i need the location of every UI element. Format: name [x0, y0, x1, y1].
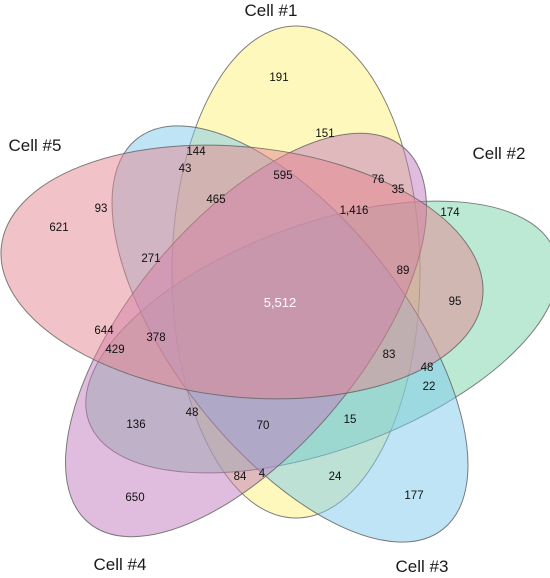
region-label: 84 — [234, 471, 247, 483]
region-label: 43 — [179, 163, 192, 175]
set-label-cell-1: Cell #1 — [245, 1, 298, 20]
region-label: 378 — [146, 332, 165, 344]
region-label: 93 — [95, 203, 108, 215]
region-label: 174 — [440, 207, 460, 219]
region-label: 4 — [259, 468, 266, 480]
set-label-cell-5: Cell #5 — [9, 136, 62, 155]
region-label: 48 — [186, 407, 199, 419]
region-label: 24 — [329, 471, 342, 483]
region-label: 95 — [449, 296, 462, 308]
region-label: 465 — [206, 194, 225, 206]
set-label-cell-3: Cell #3 — [396, 557, 449, 576]
set-ellipse-cell-5 — [0, 144, 484, 400]
region-label: 271 — [141, 253, 160, 265]
region-label: 644 — [94, 325, 114, 337]
region-label: 429 — [105, 344, 124, 356]
region-label: 15 — [344, 414, 357, 426]
region-label: 83 — [383, 349, 396, 361]
region-label: 1,416 — [340, 205, 369, 217]
region-label: 191 — [269, 72, 288, 84]
region-label: 76 — [372, 174, 385, 186]
region-label: 595 — [273, 170, 292, 182]
region-label: 35 — [392, 184, 405, 196]
region-label: 177 — [404, 490, 423, 502]
set-label-cell-2: Cell #2 — [473, 144, 526, 163]
region-label: 151 — [315, 128, 334, 140]
region-label: 136 — [126, 419, 145, 431]
region-label: 48 — [421, 362, 434, 374]
set-label-cell-4: Cell #4 — [94, 555, 147, 574]
region-label: 22 — [423, 381, 436, 393]
region-label: 70 — [257, 420, 270, 432]
region-label: 5,512 — [264, 295, 297, 310]
region-label: 89 — [397, 265, 410, 277]
region-label: 650 — [125, 492, 144, 504]
region-label: 621 — [49, 222, 68, 234]
region-label: 144 — [186, 146, 206, 158]
